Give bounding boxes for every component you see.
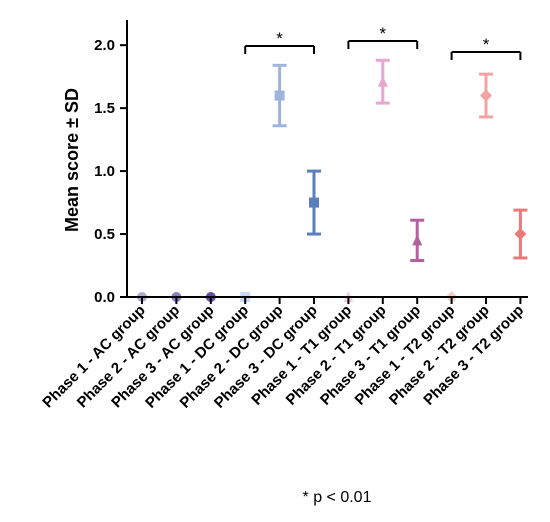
y-tick-label: 0.0 [94, 289, 115, 306]
axes [126, 20, 528, 304]
y-tick-label: 1.0 [94, 163, 115, 180]
significance-bracket: * [244, 29, 315, 54]
significance-bracket: * [347, 24, 419, 49]
data-point-diamond [480, 89, 492, 102]
y-tick-label: 2.0 [94, 37, 115, 54]
significance-star: * [483, 35, 490, 54]
data-point-diamond [514, 228, 527, 241]
error-bars [272, 58, 528, 262]
data-point-triangle [377, 75, 388, 87]
significance-star: * [379, 24, 386, 43]
footnote: * p < 0.01 [303, 489, 372, 506]
significance-brackets: * * * [244, 24, 522, 60]
y-axis-ticks: 0.0 0.5 1.0 1.5 2.0 [94, 37, 127, 306]
data-point-square [274, 90, 285, 101]
data-markers [137, 75, 527, 303]
y-tick-label: 1.5 [94, 100, 115, 117]
significance-bracket: * [450, 35, 522, 60]
y-axis-title: Mean score ± SD [62, 88, 82, 232]
significance-star: * [276, 29, 283, 48]
y-tick-label: 0.5 [94, 226, 115, 243]
data-point-square [309, 197, 319, 208]
data-point-triangle [412, 234, 423, 246]
